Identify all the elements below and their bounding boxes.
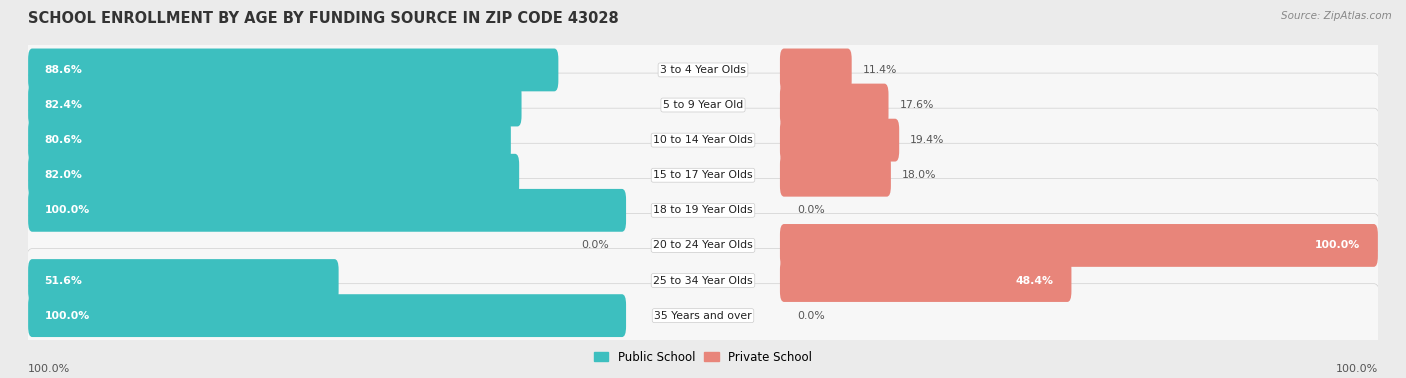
Text: 82.4%: 82.4% [45, 100, 83, 110]
Text: 18.0%: 18.0% [901, 170, 936, 180]
FancyBboxPatch shape [25, 108, 1381, 172]
Text: 82.0%: 82.0% [45, 170, 82, 180]
Text: 17.6%: 17.6% [900, 100, 934, 110]
Text: 100.0%: 100.0% [45, 311, 90, 321]
Text: 100.0%: 100.0% [28, 364, 70, 374]
FancyBboxPatch shape [25, 38, 1381, 102]
Text: 3 to 4 Year Olds: 3 to 4 Year Olds [659, 65, 747, 75]
FancyBboxPatch shape [28, 259, 339, 302]
Text: 15 to 17 Year Olds: 15 to 17 Year Olds [654, 170, 752, 180]
Text: 80.6%: 80.6% [45, 135, 82, 145]
FancyBboxPatch shape [25, 73, 1381, 137]
Text: 100.0%: 100.0% [45, 205, 90, 215]
FancyBboxPatch shape [28, 48, 558, 91]
Text: 19.4%: 19.4% [910, 135, 945, 145]
Text: 10 to 14 Year Olds: 10 to 14 Year Olds [654, 135, 752, 145]
Text: 11.4%: 11.4% [862, 65, 897, 75]
Text: 0.0%: 0.0% [797, 311, 825, 321]
Text: 0.0%: 0.0% [581, 240, 609, 251]
Legend: Public School, Private School: Public School, Private School [589, 346, 817, 368]
FancyBboxPatch shape [28, 84, 522, 126]
Text: 35 Years and over: 35 Years and over [654, 311, 752, 321]
Text: 5 to 9 Year Old: 5 to 9 Year Old [662, 100, 744, 110]
FancyBboxPatch shape [25, 249, 1381, 313]
FancyBboxPatch shape [25, 214, 1381, 277]
FancyBboxPatch shape [780, 48, 852, 91]
FancyBboxPatch shape [780, 224, 1378, 267]
FancyBboxPatch shape [780, 259, 1071, 302]
Text: 20 to 24 Year Olds: 20 to 24 Year Olds [654, 240, 752, 251]
FancyBboxPatch shape [28, 189, 626, 232]
Text: 18 to 19 Year Olds: 18 to 19 Year Olds [654, 205, 752, 215]
Text: 25 to 34 Year Olds: 25 to 34 Year Olds [654, 276, 752, 285]
FancyBboxPatch shape [28, 119, 510, 161]
Text: SCHOOL ENROLLMENT BY AGE BY FUNDING SOURCE IN ZIP CODE 43028: SCHOOL ENROLLMENT BY AGE BY FUNDING SOUR… [28, 11, 619, 26]
Text: 88.6%: 88.6% [45, 65, 82, 75]
FancyBboxPatch shape [780, 154, 891, 197]
FancyBboxPatch shape [780, 84, 889, 126]
Text: 48.4%: 48.4% [1017, 276, 1054, 285]
Text: 51.6%: 51.6% [45, 276, 82, 285]
FancyBboxPatch shape [25, 284, 1381, 348]
Text: Source: ZipAtlas.com: Source: ZipAtlas.com [1281, 11, 1392, 21]
FancyBboxPatch shape [28, 154, 519, 197]
FancyBboxPatch shape [28, 294, 626, 337]
Text: 100.0%: 100.0% [1336, 364, 1378, 374]
FancyBboxPatch shape [25, 143, 1381, 207]
FancyBboxPatch shape [25, 178, 1381, 242]
Text: 100.0%: 100.0% [1315, 240, 1361, 251]
FancyBboxPatch shape [780, 119, 900, 161]
Text: 0.0%: 0.0% [797, 205, 825, 215]
